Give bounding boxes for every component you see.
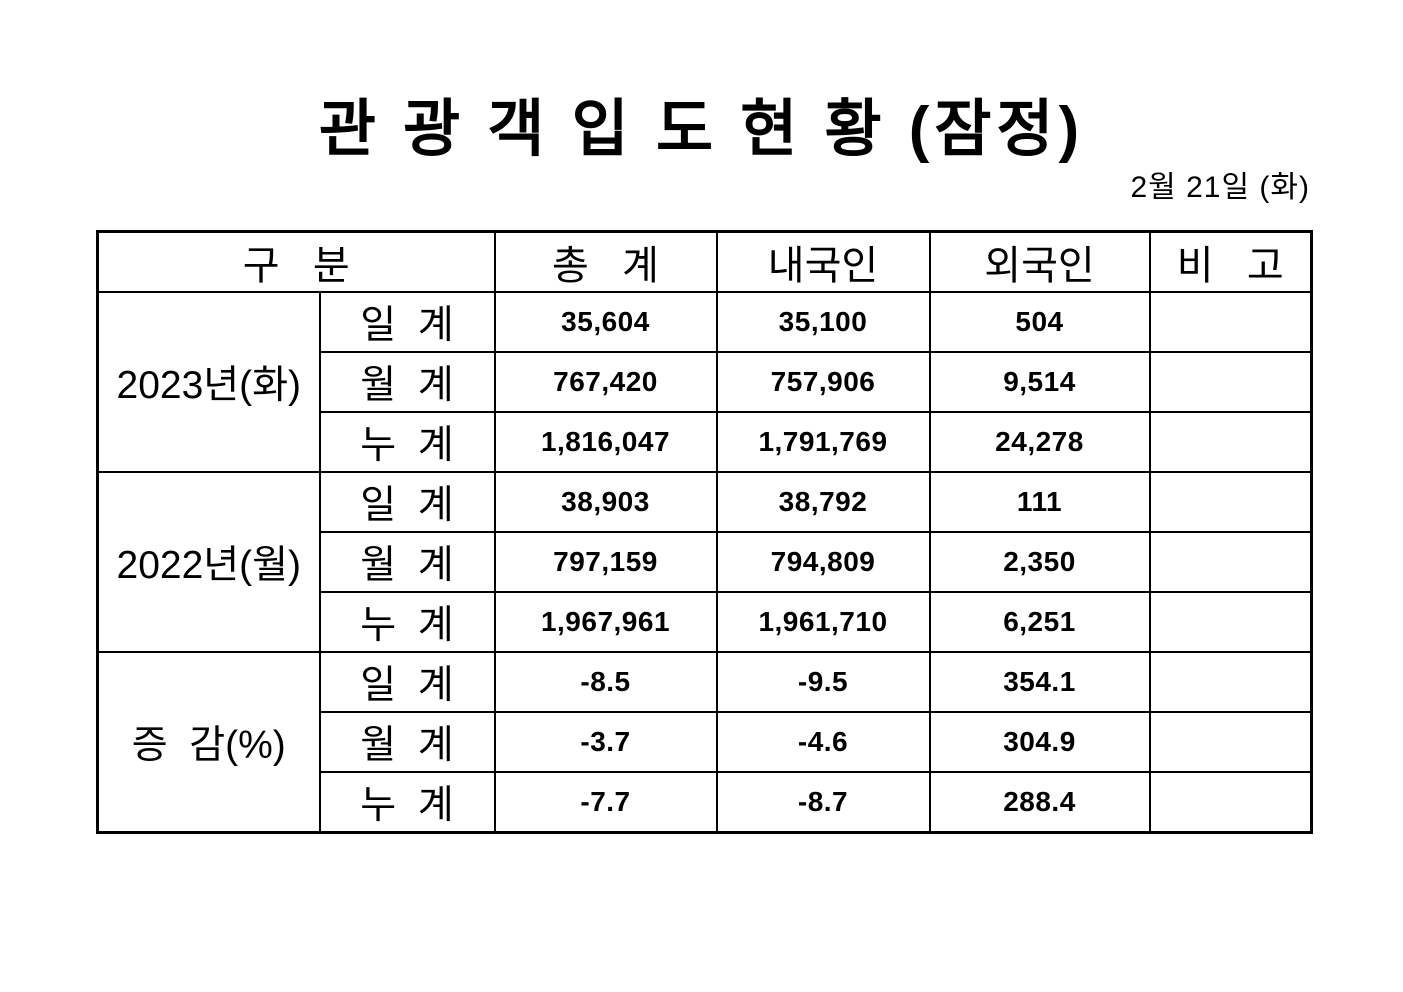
- row-label-monthly: 월 계: [318, 351, 496, 413]
- table-row: 누 계 1,816,047 1,791,769 24,278: [98, 411, 1313, 473]
- cell-note: [1148, 531, 1313, 593]
- cell-total: 1,816,047: [493, 411, 718, 473]
- table-row: 누 계 -7.7 -8.7 288.4: [98, 771, 1313, 833]
- cell-domestic: -8.7: [715, 771, 931, 833]
- cell-total: 1,967,961: [493, 591, 718, 653]
- row-label-daily: 일 계: [318, 471, 496, 533]
- row-label-daily: 일 계: [318, 651, 496, 713]
- header-foreign: 외국인: [928, 230, 1151, 293]
- cell-note: [1148, 651, 1313, 713]
- cell-total: 35,604: [493, 291, 718, 353]
- cell-total: -7.7: [493, 771, 718, 833]
- header-category: 구 분: [96, 230, 496, 293]
- header-note: 비 고: [1148, 230, 1313, 293]
- cell-total: 767,420: [493, 351, 718, 413]
- cell-note: [1148, 771, 1313, 833]
- cell-domestic: 38,792: [715, 471, 931, 533]
- cell-foreign: 9,514: [928, 351, 1151, 413]
- row-label-cumulative: 누 계: [318, 771, 496, 833]
- cell-foreign: 354.1: [928, 651, 1151, 713]
- table-row: 누 계 1,967,961 1,961,710 6,251: [98, 591, 1313, 653]
- row-label-monthly: 월 계: [318, 711, 496, 773]
- row-label-cumulative: 누 계: [318, 411, 496, 473]
- cell-domestic: 1,961,710: [715, 591, 931, 653]
- cell-domestic: 794,809: [715, 531, 931, 593]
- row-label-cumulative: 누 계: [318, 591, 496, 653]
- table-header-row: 구 분 총 계 내국인 외국인 비 고: [96, 230, 1313, 293]
- cell-foreign: 24,278: [928, 411, 1151, 473]
- cell-foreign: 6,251: [928, 591, 1151, 653]
- group-label-2023: 2023년(화): [96, 291, 321, 473]
- cell-domestic: 35,100: [715, 291, 931, 353]
- table-row: 2023년(화) 일 계 35,604 35,100 504: [96, 291, 1313, 473]
- header-domestic: 내국인: [715, 230, 931, 293]
- cell-foreign: 111: [928, 471, 1151, 533]
- cell-domestic: -9.5: [715, 651, 931, 713]
- cell-note: [1148, 711, 1313, 773]
- table-row: 월 계 -3.7 -4.6 304.9: [98, 711, 1313, 773]
- cell-note: [1148, 411, 1313, 473]
- table-row: 2022년(월) 일 계 38,903 38,792 111: [96, 471, 1313, 653]
- page-title: 관 광 객 입 도 현 황 (잠정): [318, 95, 1085, 164]
- cell-domestic: 757,906: [715, 351, 931, 413]
- cell-domestic: -4.6: [715, 711, 931, 773]
- cell-total: 38,903: [493, 471, 718, 533]
- header-total: 총 계: [493, 230, 718, 293]
- group-label-change-pct: 증 감(%): [96, 651, 321, 833]
- cell-total: -3.7: [493, 711, 718, 773]
- cell-foreign: 2,350: [928, 531, 1151, 593]
- row-label-daily: 일 계: [318, 291, 496, 353]
- cell-note: [1148, 591, 1313, 653]
- cell-note: [1148, 291, 1313, 353]
- cell-foreign: 504: [928, 291, 1151, 353]
- cell-note: [1148, 351, 1313, 413]
- cell-foreign: 288.4: [928, 771, 1151, 833]
- tourist-arrival-table: 구 분 총 계 내국인 외국인 비 고 2023년(화) 일 계 35,604 …: [96, 230, 1313, 834]
- cell-note: [1148, 471, 1313, 533]
- table-row: 월 계 797,159 794,809 2,350: [98, 531, 1313, 593]
- cell-foreign: 304.9: [928, 711, 1151, 773]
- table-row: 증 감(%) 일 계 -8.5 -9.5 354.1: [96, 651, 1313, 833]
- report-date: 2월 21일 (화): [1130, 171, 1310, 204]
- row-label-monthly: 월 계: [318, 531, 496, 593]
- cell-domestic: 1,791,769: [715, 411, 931, 473]
- cell-total: -8.5: [493, 651, 718, 713]
- table-row: 월 계 767,420 757,906 9,514: [98, 351, 1313, 413]
- group-label-2022: 2022년(월): [96, 471, 321, 653]
- cell-total: 797,159: [493, 531, 718, 593]
